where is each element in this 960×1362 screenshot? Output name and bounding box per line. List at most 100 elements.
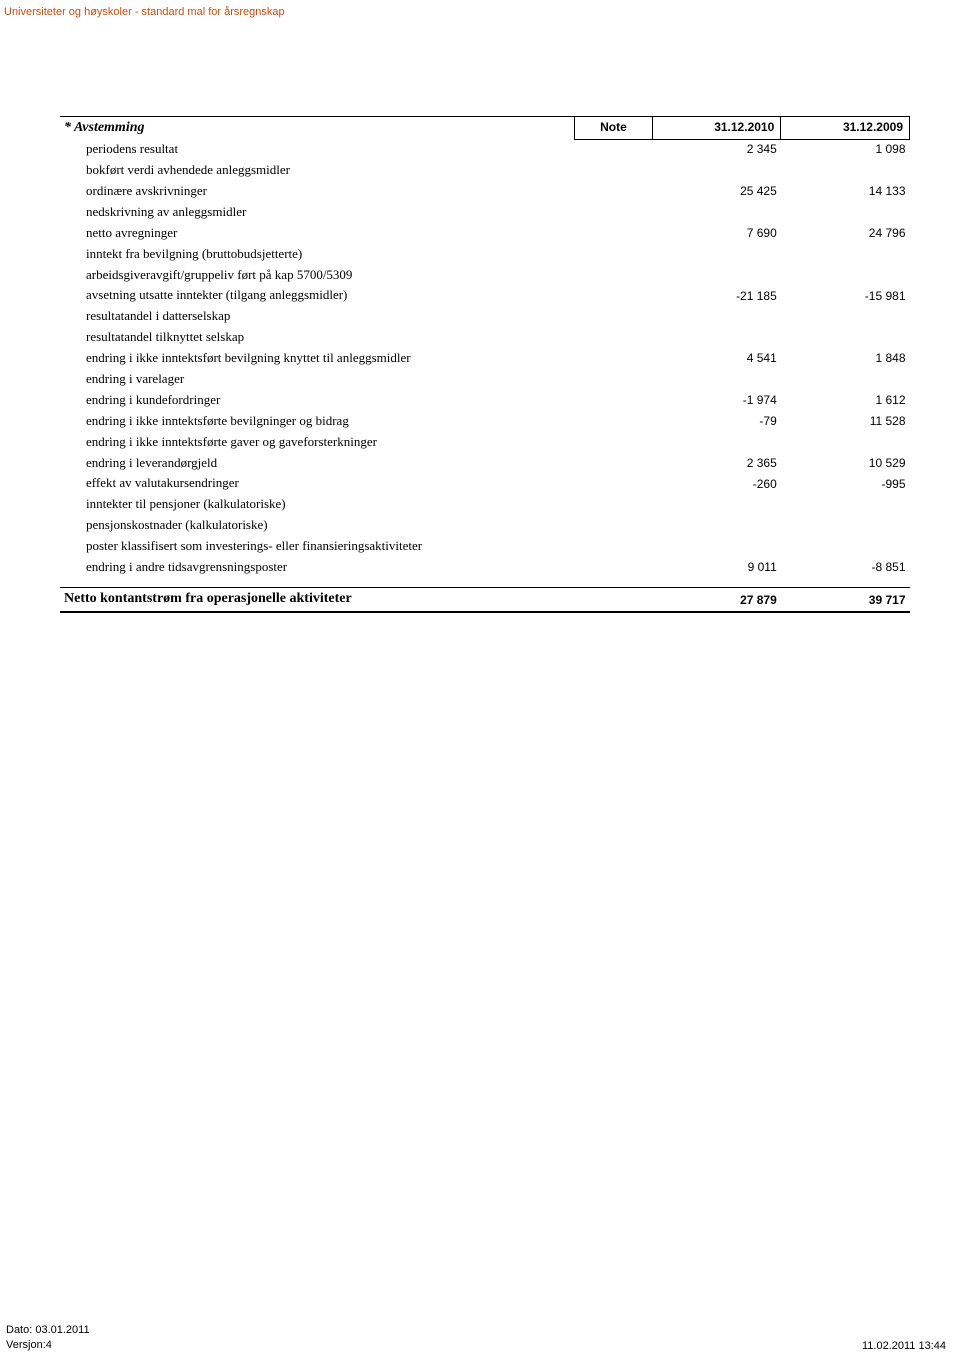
row-value-1: 25 425 (652, 181, 781, 202)
table-row: nedskrivning av anleggsmidler (60, 202, 910, 223)
table-header-row: * Avstemming Note 31.12.2010 31.12.2009 (60, 117, 910, 140)
row-label: pensjonskostnader (kalkulatoriske) (60, 515, 575, 536)
table-row: resultatandel tilknyttet selskap (60, 327, 910, 348)
table-row: inntekter til pensjoner (kalkulatoriske) (60, 494, 910, 515)
row-value-1 (652, 327, 781, 348)
row-label: bokført verdi avhendede anleggsmidler (60, 160, 575, 181)
row-note (575, 306, 652, 327)
table-row: periodens resultat 2 3451 098 (60, 139, 910, 160)
row-label: periodens resultat (60, 139, 575, 160)
footer-version: Versjon:4 (6, 1338, 90, 1352)
row-value-2: -8 851 (781, 557, 910, 578)
row-value-1: -21 185 (652, 285, 781, 306)
row-label: avsetning utsatte inntekter (tilgang anl… (60, 285, 575, 306)
row-label: endring i andre tidsavgrensningsposter (60, 557, 575, 578)
total-value-1: 27 879 (652, 588, 781, 612)
row-label: inntekter til pensjoner (kalkulatoriske) (60, 494, 575, 515)
row-value-2: 1 848 (781, 348, 910, 369)
row-value-2: 10 529 (781, 453, 910, 474)
row-label: endring i leverandørgjeld (60, 453, 575, 474)
table-row: endring i varelager (60, 369, 910, 390)
table-row: endring i ikke inntektsført bevilgning k… (60, 348, 910, 369)
table-row: resultatandel i datterselskap (60, 306, 910, 327)
table-row: pensjonskostnader (kalkulatoriske) (60, 515, 910, 536)
row-note (575, 223, 652, 244)
row-value-1 (652, 244, 781, 265)
row-value-2 (781, 432, 910, 453)
row-value-1: 7 690 (652, 223, 781, 244)
row-note (575, 494, 652, 515)
row-value-2 (781, 160, 910, 181)
row-value-2: 1 098 (781, 139, 910, 160)
row-note (575, 160, 652, 181)
row-value-1 (652, 202, 781, 223)
row-value-1 (652, 515, 781, 536)
row-note (575, 244, 652, 265)
column-header-note: Note (575, 117, 652, 140)
table-row: endring i andre tidsavgrensningsposter 9 … (60, 557, 910, 578)
row-note (575, 369, 652, 390)
row-label: netto avregninger (60, 223, 575, 244)
footer-left: Dato: 03.01.2011 Versjon:4 (6, 1323, 90, 1352)
row-label: resultatandel tilknyttet selskap (60, 327, 575, 348)
table-row: poster klassifisert som investerings- el… (60, 536, 910, 557)
row-value-1 (652, 494, 781, 515)
row-value-1: -79 (652, 411, 781, 432)
table-row: arbeidsgiveravgift/gruppeliv ført på kap… (60, 265, 910, 286)
row-value-1 (652, 265, 781, 286)
row-value-1: 2 345 (652, 139, 781, 160)
table-row: endring i leverandørgjeld 2 36510 529 (60, 453, 910, 474)
row-label: nedskrivning av anleggsmidler (60, 202, 575, 223)
row-value-1 (652, 306, 781, 327)
row-note (575, 181, 652, 202)
row-label: endring i ikke inntektsført bevilgning k… (60, 348, 575, 369)
row-note (575, 536, 652, 557)
row-value-2: -15 981 (781, 285, 910, 306)
row-label: resultatandel i datterselskap (60, 306, 575, 327)
row-note (575, 265, 652, 286)
table-row: endring i ikke inntektsførte gaver og ga… (60, 432, 910, 453)
row-note (575, 453, 652, 474)
row-value-2: -995 (781, 473, 910, 494)
row-label: ordinære avskrivninger (60, 181, 575, 202)
row-label: effekt av valutakursendringer (60, 473, 575, 494)
row-value-2: 24 796 (781, 223, 910, 244)
row-label: endring i ikke inntektsførte gaver og ga… (60, 432, 575, 453)
row-label: endring i ikke inntektsførte bevilgninge… (60, 411, 575, 432)
column-header-date1: 31.12.2010 (652, 117, 781, 140)
row-note (575, 327, 652, 348)
row-value-1 (652, 369, 781, 390)
row-note (575, 557, 652, 578)
table-row: inntekt fra bevilgning (bruttobudsjetter… (60, 244, 910, 265)
table-row: netto avregninger 7 69024 796 (60, 223, 910, 244)
row-note (575, 285, 652, 306)
row-value-2 (781, 327, 910, 348)
row-value-2 (781, 515, 910, 536)
row-value-2 (781, 265, 910, 286)
table-row: effekt av valutakursendringer -260-995 (60, 473, 910, 494)
row-label: inntekt fra bevilgning (bruttobudsjetter… (60, 244, 575, 265)
row-value-1: 4 541 (652, 348, 781, 369)
row-value-2: 1 612 (781, 390, 910, 411)
row-note (575, 473, 652, 494)
row-value-1 (652, 160, 781, 181)
row-note (575, 515, 652, 536)
row-value-2 (781, 494, 910, 515)
row-value-1: 2 365 (652, 453, 781, 474)
row-note (575, 390, 652, 411)
column-header-date2: 31.12.2009 (781, 117, 910, 140)
reconciliation-table: * Avstemming Note 31.12.2010 31.12.2009 … (60, 116, 910, 613)
row-value-1: 9 011 (652, 557, 781, 578)
row-value-2 (781, 536, 910, 557)
total-label: Netto kontantstrøm fra operasjonelle akt… (60, 588, 575, 612)
row-note (575, 411, 652, 432)
table-row: endring i ikke inntektsførte bevilgninge… (60, 411, 910, 432)
page-header: Universiteter og høyskoler - standard ma… (0, 0, 960, 18)
row-note (575, 348, 652, 369)
total-value-2: 39 717 (781, 588, 910, 612)
row-note (575, 139, 652, 160)
total-row: Netto kontantstrøm fra operasjonelle akt… (60, 588, 910, 612)
row-value-1 (652, 536, 781, 557)
row-value-1: -260 (652, 473, 781, 494)
table-row: ordinære avskrivninger25 42514 133 (60, 181, 910, 202)
